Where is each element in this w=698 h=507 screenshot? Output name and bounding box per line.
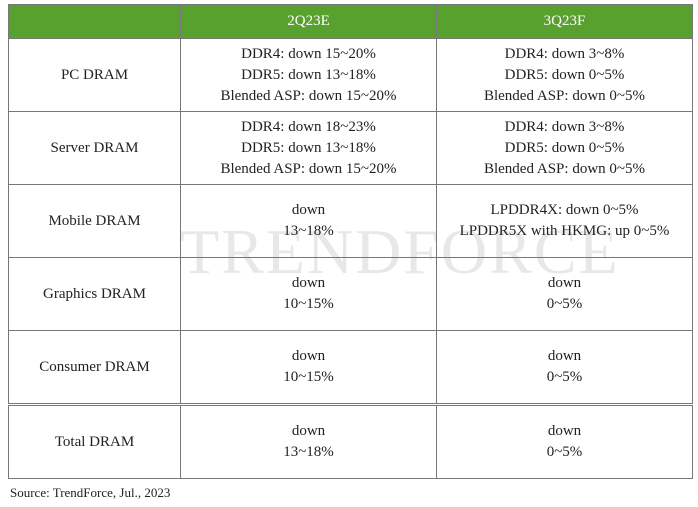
cell-line: DDR5: down 13~18% xyxy=(241,139,376,156)
cell-line: LPDDR5X with HKMG: up 0~5% xyxy=(459,223,670,239)
cell-line: down xyxy=(547,275,582,291)
cell-line: down xyxy=(291,275,326,291)
cell-line: LPDDR4X: down 0~5% xyxy=(490,202,639,218)
column-header: 3Q23F xyxy=(436,4,693,39)
cell-line: 10~15% xyxy=(283,369,334,385)
cell-line: DDR5: down 0~5% xyxy=(504,66,625,83)
cell-line: down xyxy=(547,423,582,439)
row-label: PC DRAM xyxy=(8,38,181,112)
table-wrap: 2Q23E 3Q23F PC DRAM DDR4: down 15~20% DDR5… xyxy=(8,4,693,480)
cell-line: 13~18% xyxy=(283,444,334,460)
cell: DDR4: down 15~20% DDR5: down 13~18% Blende… xyxy=(180,38,437,112)
cell: down 0~5% xyxy=(436,257,693,331)
row: Graphics DRAM down 10~15% down 0~5% xyxy=(8,257,693,331)
row-label: Consumer DRAM xyxy=(8,330,181,405)
cell: LPDDR4X: down 0~5% LPDDR5X with HKMG: up … xyxy=(436,184,693,258)
corner xyxy=(8,4,181,39)
table: 2Q23E 3Q23F PC DRAM DDR4: down 15~20% DDR5… xyxy=(8,4,693,479)
column-header: 2Q23E xyxy=(180,4,437,39)
cell: down 0~5% xyxy=(436,330,693,405)
source: Source: TrendForce, Jul., 2023 xyxy=(10,485,171,500)
cell-line: DDR5: down 13~18% xyxy=(241,66,376,83)
row-label: Server DRAM xyxy=(8,111,181,185)
header-row: 2Q23E 3Q23F xyxy=(8,4,693,39)
cell-line: DDR4: down 15~20% xyxy=(241,45,376,62)
cell-line: DDR5: down 0~5% xyxy=(504,139,625,156)
cell-line: 0~5% xyxy=(546,369,583,385)
cell-line: Blended ASP: down 15~20% xyxy=(220,160,397,177)
row: Consumer DRAM down 10~15% down 0~5% xyxy=(8,330,693,405)
cell-line: DDR4: down 18~23% xyxy=(241,118,376,135)
cell-line: DDR4: down 3~8% xyxy=(504,118,625,135)
cell-line: 0~5% xyxy=(546,444,583,460)
row: Mobile DRAM down 13~18% LPDDR4X: down 0~5% L… xyxy=(8,184,693,258)
cell-line: Blended ASP: down 0~5% xyxy=(483,87,646,104)
cell: down 10~15% xyxy=(180,330,437,405)
cell-line: Blended ASP: down 15~20% xyxy=(220,87,397,104)
cell: down 13~18% xyxy=(180,403,437,479)
cell-line: down xyxy=(547,348,582,364)
cell-line: down xyxy=(291,423,326,439)
cell: DDR4: down 18~23% DDR5: down 13~18% Blende… xyxy=(180,111,437,185)
cell: DDR4: down 3~8% DDR5: down 0~5% Blended AS… xyxy=(436,111,693,185)
row-label: Total DRAM xyxy=(8,403,181,479)
row-label: Mobile DRAM xyxy=(8,184,181,258)
cell-line: down xyxy=(291,348,326,364)
cell-line: Blended ASP: down 0~5% xyxy=(483,160,646,177)
row: Server DRAM DDR4: down 18~23% DDR5: down 1… xyxy=(8,111,693,185)
cell: down 13~18% xyxy=(180,184,437,258)
cell-line: 10~15% xyxy=(283,296,334,312)
cell: down 0~5% xyxy=(436,403,693,479)
row: Total DRAM down 13~18% down 0~5% xyxy=(8,403,693,479)
cell: DDR4: down 3~8% DDR5: down 0~5% Blended AS… xyxy=(436,38,693,112)
row: PC DRAM DDR4: down 15~20% DDR5: down 13~18… xyxy=(8,38,693,112)
cell-line: 0~5% xyxy=(546,296,583,312)
row-label: Graphics DRAM xyxy=(8,257,181,331)
cell-line: down xyxy=(291,202,326,218)
cell-line: 13~18% xyxy=(283,223,334,239)
cell: down 10~15% xyxy=(180,257,437,331)
cell-line: DDR4: down 3~8% xyxy=(504,45,625,62)
